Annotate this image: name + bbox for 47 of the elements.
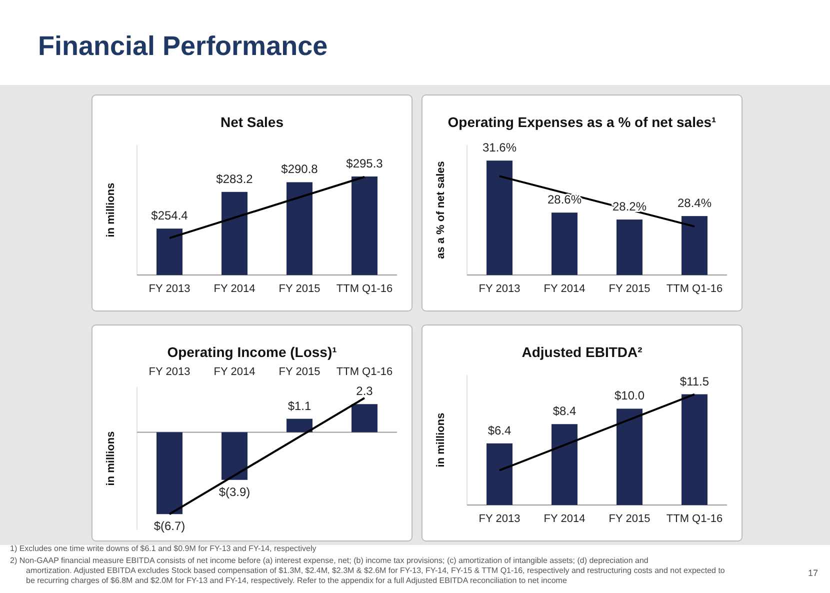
x-tick-label: FY 2013	[478, 513, 520, 525]
x-tick-label: TTM Q1-16	[336, 366, 393, 378]
x-tick-label: FY 2014	[214, 366, 256, 378]
data-label: $283.2	[216, 172, 254, 186]
data-label: $10.0	[614, 388, 645, 403]
x-tick-label: FY 2014	[544, 283, 586, 295]
bar	[616, 408, 642, 505]
y-axis-title: in millions	[105, 182, 117, 238]
data-label: 31.6%	[482, 140, 517, 155]
x-tick-label: TTM Q1-16	[666, 283, 723, 295]
chart-title: Operating Income (Loss)¹	[167, 344, 338, 360]
data-label: $1.1	[288, 398, 312, 413]
y-axis-title: in millions	[435, 412, 447, 468]
data-label: $290.8	[281, 162, 318, 176]
x-tick-label: FY 2015	[608, 513, 650, 525]
x-tick-label: FY 2013	[148, 283, 190, 295]
data-label: 28.6%	[547, 192, 582, 207]
x-tick-label: FY 2014	[214, 283, 256, 295]
x-tick-label: FY 2015	[278, 366, 320, 378]
data-label: 2.3	[356, 384, 374, 398]
text: 2) Non-GAAP financial measure EBITDA consists of net income before (a) interest expense, net; (b) income tax provisions; (c) amortization of intangible assets; (d) depreciation and amortization. Adjusted EBITDA excludes Stock based compensation of $1.3M, $2.4M, $2.3M & $2.6M for FY-13, FY-14, FY-15 & TTM Q1-16, respectively and restructuring costs and not expected to be recurring charges of $6.8M and $2.0M for FY-13 and FY-14, respectively. Refer to the appendix for a full Adjusted EBITDA reconciliation to net income	[10, 556, 726, 585]
x-tick-label: FY 2013	[478, 283, 520, 295]
x-tick-label: TTM Q1-16	[336, 283, 393, 295]
x-tick-label: FY 2015	[608, 283, 650, 295]
data-label: $295.3	[346, 156, 384, 170]
chart-title: Adjusted EBITDA²	[522, 344, 643, 360]
data-label: $8.4	[552, 404, 576, 418]
x-tick-label: FY 2014	[544, 513, 586, 525]
bar	[552, 424, 578, 505]
x-tick-label: FY 2015	[278, 283, 320, 295]
chart-title: Net Sales	[220, 114, 284, 130]
data-label: $(3.9)	[218, 484, 250, 499]
text: 1) Excludes one time write downs of $6.1 and $0.9M for FY-13 and FY-14, respectively	[10, 544, 316, 553]
data-label: $254.4	[151, 208, 188, 223]
text: 17	[808, 568, 818, 578]
data-label: $6.4	[488, 423, 512, 438]
data-label: $11.5	[680, 374, 710, 388]
x-tick-label: FY 2013	[148, 366, 190, 378]
text: Financial Performance	[38, 31, 328, 61]
data-label: $(6.7)	[154, 519, 186, 534]
y-axis-title: as a % of net sales	[435, 161, 447, 259]
bar	[486, 443, 512, 505]
data-label: 28.4%	[677, 196, 712, 210]
bar	[682, 394, 708, 505]
chart-title: Operating Expenses as a % of net sales¹	[448, 114, 717, 130]
x-tick-label: TTM Q1-16	[666, 513, 723, 525]
y-axis-title: in millions	[105, 431, 117, 486]
